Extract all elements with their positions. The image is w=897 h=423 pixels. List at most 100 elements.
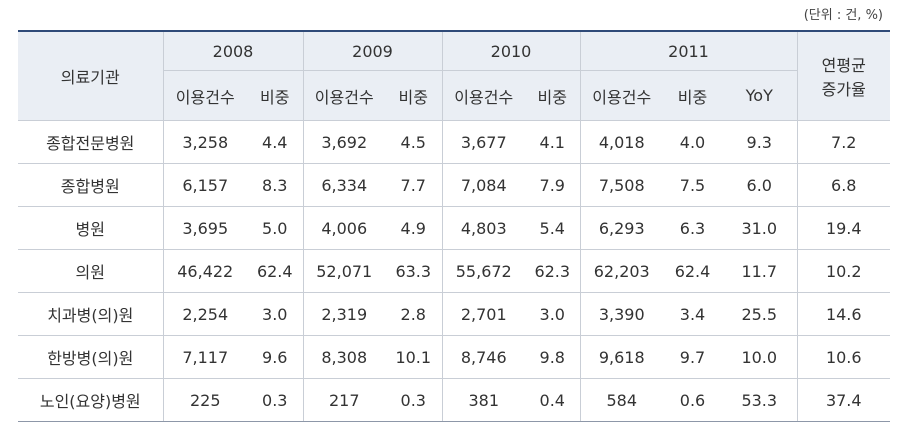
table-row: 치과병(의)원 2,254 3.0 2,319 2.8 2,701 3.0 3,390 3.4 2… xyxy=(18,292,890,336)
table-cell: 7.9 xyxy=(525,163,580,207)
table-cell: 62,203 xyxy=(579,249,663,293)
table-cell: 63.3 xyxy=(385,249,442,293)
table-cell: 11.7 xyxy=(722,249,797,293)
subheader-cell: 비중 xyxy=(247,70,303,121)
table-cell: 9,618 xyxy=(579,335,663,379)
table-cell: 9.8 xyxy=(525,335,580,379)
subheader-cell: 비중 xyxy=(385,70,442,121)
table-cell: 31.0 xyxy=(722,206,797,250)
table-cell: 7,084 xyxy=(441,163,525,207)
table-cell: 3,258 xyxy=(162,120,247,164)
table-cell: 2,319 xyxy=(302,292,385,336)
table-cell: 7,117 xyxy=(162,335,247,379)
table-cell: 14.6 xyxy=(796,292,890,336)
table-cell: 4,803 xyxy=(441,206,525,250)
table-cell: 5.0 xyxy=(247,206,303,250)
table-cell: 4,006 xyxy=(302,206,385,250)
table-row: 노인(요양)병원 225 0.3 217 0.3 381 0.4 584 0.6 53.3 37.4 xyxy=(18,378,890,422)
header-row: 이용건수 비중 이용건수 비중 이용건수 비중 이용건수 비중 YoY xyxy=(18,70,890,121)
subheader-cell: 이용건수 xyxy=(162,70,247,121)
table-cell: 7.7 xyxy=(385,163,442,207)
header-cell: 2010 xyxy=(441,30,580,71)
table-cell: 381 xyxy=(441,378,525,422)
table-cell: 62.4 xyxy=(663,249,722,293)
table-cell: 4.4 xyxy=(247,120,303,164)
table-row: 한방병(의)원 7,117 9.6 8,308 10.1 8,746 9.8 9,618 9.7… xyxy=(18,335,890,379)
table-cell: 9.6 xyxy=(247,335,303,379)
table-cell: 6,293 xyxy=(579,206,663,250)
row-label: 의원 xyxy=(18,249,163,293)
table-cell: 10.1 xyxy=(385,335,442,379)
unit-note: (단위 : 건, %) xyxy=(803,8,883,23)
subheader-cell: 비중 xyxy=(525,70,580,121)
table-cell: 4,018 xyxy=(579,120,663,164)
row-label: 노인(요양)병원 xyxy=(18,378,163,422)
table-cell: 7.5 xyxy=(663,163,722,207)
table-cell: 7,508 xyxy=(579,163,663,207)
header-cell: 2011 xyxy=(579,30,797,71)
subheader-cell: 비중 xyxy=(663,70,722,121)
table-row: 병원 3,695 5.0 4,006 4.9 4,803 5.4 6,293 6.3 31.0 19… xyxy=(18,206,890,250)
table-cell: 55,672 xyxy=(441,249,525,293)
table-cell: 53.3 xyxy=(722,378,797,422)
header-text: 연평균 xyxy=(821,56,866,75)
table-cell: 3,695 xyxy=(162,206,247,250)
table-cell: 0.3 xyxy=(385,378,442,422)
table-cell: 3.0 xyxy=(247,292,303,336)
data-table: 의료기관 2008 2009 2010 2011 연평균 증가율 이용건수 비중 이용… xyxy=(18,30,890,422)
table-cell: 3,692 xyxy=(302,120,385,164)
table-cell: 225 xyxy=(162,378,247,422)
table-cell: 37.4 xyxy=(796,378,890,422)
table-cell: 62.4 xyxy=(247,249,303,293)
subheader-cell: YoY xyxy=(722,70,797,121)
header-cell: 의료기관 xyxy=(18,30,163,121)
table-cell: 8,308 xyxy=(302,335,385,379)
row-label: 종합병원 xyxy=(18,163,163,207)
table-cell: 25.5 xyxy=(722,292,797,336)
table-cell: 10.6 xyxy=(796,335,890,379)
subheader-cell: 이용건수 xyxy=(441,70,525,121)
table-cell: 0.3 xyxy=(247,378,303,422)
table-cell: 62.3 xyxy=(525,249,580,293)
table-row: 종합전문병원 3,258 4.4 3,692 4.5 3,677 4.1 4,018 4.0 9.… xyxy=(18,120,890,164)
table-cell: 6.3 xyxy=(663,206,722,250)
table-cell: 2,254 xyxy=(162,292,247,336)
table-cell: 6,157 xyxy=(162,163,247,207)
table-cell: 6.0 xyxy=(722,163,797,207)
table-body: 종합전문병원 3,258 4.4 3,692 4.5 3,677 4.1 4,018 4.0 9.… xyxy=(18,120,890,422)
row-label: 종합전문병원 xyxy=(18,120,163,164)
row-label: 치과병(의)원 xyxy=(18,292,163,336)
table-cell: 584 xyxy=(579,378,663,422)
table-row: 의원 46,422 62.4 52,071 63.3 55,672 62.3 62,203 62… xyxy=(18,249,890,293)
subheader-cell: 이용건수 xyxy=(579,70,663,121)
table-cell: 2,701 xyxy=(441,292,525,336)
table-cell: 5.4 xyxy=(525,206,580,250)
table-cell: 9.3 xyxy=(722,120,797,164)
table-header: 의료기관 2008 2009 2010 2011 연평균 증가율 이용건수 비중 이용… xyxy=(18,30,890,121)
row-label: 병원 xyxy=(18,206,163,250)
header-cell: 2009 xyxy=(302,30,442,71)
table-row: 종합병원 6,157 8.3 6,334 7.7 7,084 7.9 7,508 7.5 6.0 6… xyxy=(18,163,890,207)
table-cell: 46,422 xyxy=(162,249,247,293)
table-cell: 3,677 xyxy=(441,120,525,164)
table-cell: 8,746 xyxy=(441,335,525,379)
table-cell: 4.1 xyxy=(525,120,580,164)
table-cell: 6,334 xyxy=(302,163,385,207)
table-cell: 217 xyxy=(302,378,385,422)
header-cell: 2008 xyxy=(162,30,303,71)
table-cell: 2.8 xyxy=(385,292,442,336)
subheader-cell: 이용건수 xyxy=(302,70,385,121)
table-cell: 9.7 xyxy=(663,335,722,379)
table-cell: 19.4 xyxy=(796,206,890,250)
table-cell: 4.5 xyxy=(385,120,442,164)
header-text: 증가율 xyxy=(821,80,866,99)
table-cell: 6.8 xyxy=(796,163,890,207)
table-cell: 3,390 xyxy=(579,292,663,336)
row-label: 한방병(의)원 xyxy=(18,335,163,379)
table-cell: 0.4 xyxy=(525,378,580,422)
table-cell: 10.0 xyxy=(722,335,797,379)
table-cell: 3.0 xyxy=(525,292,580,336)
